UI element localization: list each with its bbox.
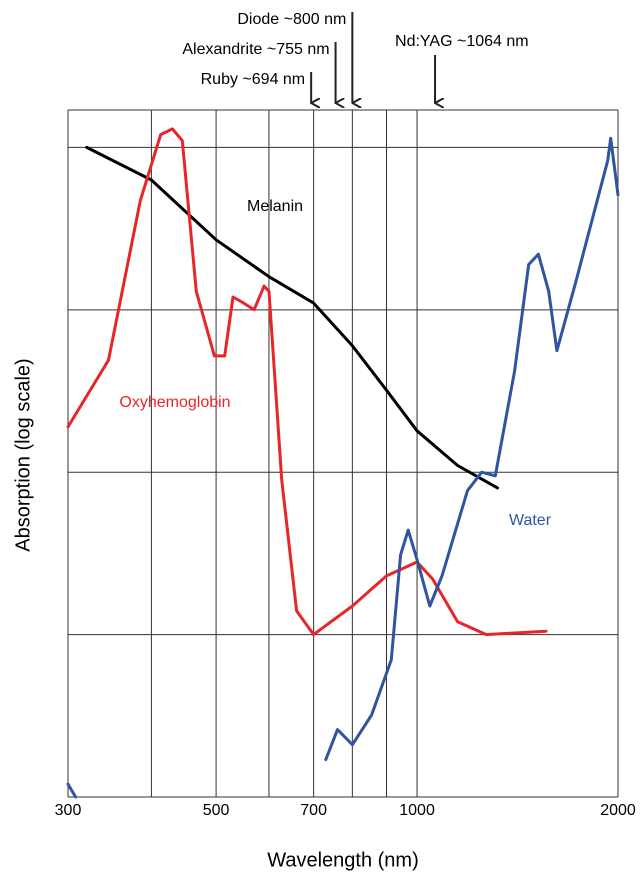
series-label: Oxyhemoglobin (119, 394, 230, 411)
series-label: Melanin (247, 198, 303, 215)
x-tick-label: 1000 (399, 802, 435, 819)
annotation-text: Alexandrite ~755 nm (182, 41, 329, 58)
x-tick-label: 700 (300, 802, 327, 819)
series-line (66, 127, 548, 637)
series-line (66, 136, 620, 799)
y-axis-label: Absorption (log scale) (12, 358, 34, 551)
x-tick-label: 300 (55, 802, 82, 819)
annotation-text: Nd:YAG ~1064 nm (395, 33, 529, 50)
x-tick-label: 2000 (600, 802, 636, 819)
annotation-text: Diode ~800 nm (237, 11, 346, 28)
annotation-text: Ruby ~694 nm (201, 71, 306, 88)
series-label: Water (509, 512, 552, 529)
series-line (85, 145, 499, 490)
x-axis-label: Wavelength (nm) (267, 849, 419, 871)
x-tick-label: 500 (203, 802, 230, 819)
